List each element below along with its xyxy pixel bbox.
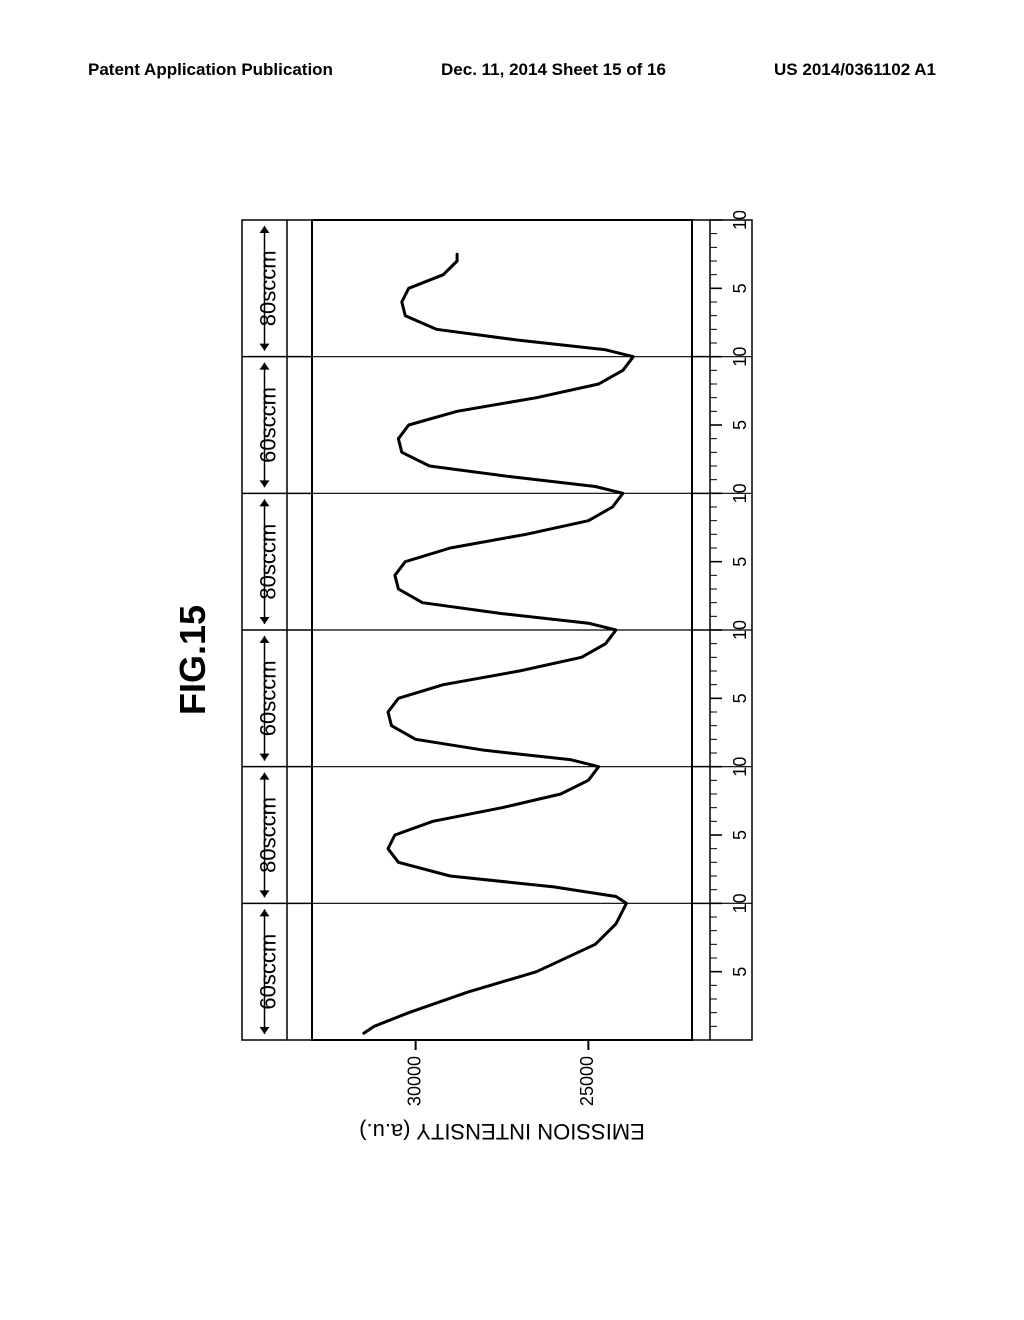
- svg-text:5: 5: [730, 420, 750, 430]
- page-header: Patent Application Publication Dec. 11, …: [0, 60, 1024, 80]
- svg-text:10: 10: [730, 620, 750, 640]
- svg-text:5: 5: [730, 283, 750, 293]
- figure-title: FIG.15: [172, 605, 214, 715]
- figure-area: FIG.15 60sccm 80sccm 60sccm 80sccm 60sccm 80s…: [172, 160, 852, 1160]
- svg-text:5: 5: [730, 693, 750, 703]
- svg-text:80sccm: 80sccm: [255, 524, 280, 600]
- svg-text:60sccm: 60sccm: [255, 387, 280, 463]
- svg-text:60sccm: 60sccm: [255, 934, 280, 1010]
- svg-text:10: 10: [730, 483, 750, 503]
- header-right: US 2014/0361102 A1: [774, 60, 936, 80]
- svg-text:10: 10: [730, 347, 750, 367]
- svg-text:60sccm: 60sccm: [255, 660, 280, 736]
- emission-chart: 60sccm 80sccm 60sccm 80sccm 60sccm 80sccm 2500…: [232, 160, 832, 1160]
- svg-text:10: 10: [730, 757, 750, 777]
- header-center: Dec. 11, 2014 Sheet 15 of 16: [441, 60, 666, 80]
- svg-text:30000: 30000: [404, 1056, 424, 1106]
- svg-text:EMISSION INTENSITY (a.u.): EMISSION INTENSITY (a.u.): [359, 1119, 645, 1144]
- svg-text:5: 5: [730, 967, 750, 977]
- svg-text:25000: 25000: [577, 1056, 597, 1106]
- svg-text:80sccm: 80sccm: [255, 797, 280, 873]
- svg-text:5: 5: [730, 830, 750, 840]
- header-left: Patent Application Publication: [88, 60, 333, 80]
- svg-text:10: 10: [730, 893, 750, 913]
- svg-text:80sccm: 80sccm: [255, 250, 280, 326]
- svg-text:5: 5: [730, 557, 750, 567]
- svg-text:10: 10: [730, 210, 750, 230]
